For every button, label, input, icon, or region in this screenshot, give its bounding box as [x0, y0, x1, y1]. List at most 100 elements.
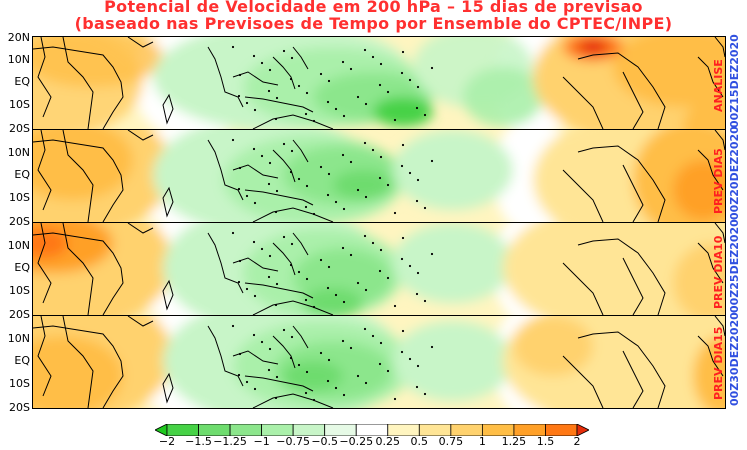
island: [379, 248, 383, 252]
island: [290, 149, 294, 153]
island: [319, 258, 323, 262]
island: [334, 386, 338, 390]
lat-label-10n: 10N: [7, 239, 30, 252]
island: [364, 102, 368, 106]
colorbar-tick-label: 1: [478, 435, 486, 448]
island: [400, 257, 404, 261]
contour-blob: [373, 97, 433, 127]
island: [231, 138, 235, 142]
island: [415, 106, 419, 110]
contour-blob: [303, 288, 363, 315]
panel-label-dia10: PREV DIA10: [712, 235, 725, 309]
contour-blob: [393, 223, 513, 303]
island: [289, 263, 293, 267]
island: [371, 241, 375, 245]
island: [408, 78, 412, 82]
island: [379, 341, 383, 345]
contour-blob: [673, 243, 725, 315]
island: [282, 328, 286, 332]
coastline: [62, 37, 94, 129]
island: [327, 358, 331, 362]
island: [252, 54, 256, 58]
island: [401, 236, 405, 240]
coastline: [127, 37, 154, 48]
colorbar: [155, 424, 589, 436]
panel-label-dia15: PREV DIA15: [712, 326, 725, 400]
island: [319, 72, 323, 76]
coastline: [272, 335, 296, 369]
coastline: [33, 139, 124, 222]
coastline: [292, 232, 309, 256]
lat-label-10s: 10S: [9, 191, 30, 204]
island: [268, 68, 272, 72]
coastlines: [33, 37, 725, 129]
island: [371, 334, 375, 338]
lat-label-20n: 20N: [7, 31, 30, 44]
island: [304, 391, 308, 395]
coastline: [62, 223, 94, 315]
island: [253, 294, 257, 298]
island: [304, 205, 308, 209]
map-panel-dia10: [32, 222, 726, 316]
velocity-potential-field: [33, 223, 725, 315]
island: [275, 96, 279, 100]
coastline: [622, 71, 644, 129]
island: [393, 397, 397, 401]
island: [408, 264, 412, 268]
island: [297, 363, 301, 367]
colorbar-tick-label: 2: [573, 435, 581, 448]
island: [393, 304, 397, 308]
coastline: [244, 282, 314, 299]
island: [319, 351, 323, 355]
island: [305, 277, 309, 281]
shaded-contours: [33, 316, 725, 408]
island: [378, 83, 382, 87]
coastline: [162, 372, 174, 404]
island: [386, 183, 390, 187]
coastline: [162, 186, 174, 218]
colorbar-tick-label: −0.75: [276, 435, 310, 448]
contour-blob: [283, 361, 343, 391]
contour-blob: [693, 336, 725, 408]
island: [378, 362, 382, 366]
coastlines: [33, 316, 725, 408]
island: [334, 200, 338, 204]
island: [378, 269, 382, 273]
coastline: [207, 232, 244, 294]
island: [423, 206, 427, 210]
coastline: [697, 56, 724, 98]
island: [267, 89, 271, 93]
velocity-potential-field: [33, 130, 725, 222]
lat-label-eq: EQ: [14, 261, 30, 274]
island: [349, 67, 353, 71]
coastline: [697, 335, 724, 377]
coastline: [272, 56, 296, 90]
island: [327, 172, 331, 176]
island: [252, 240, 256, 244]
island: [415, 199, 419, 203]
coastline: [37, 37, 52, 118]
coastlines: [33, 130, 725, 222]
contour-blob: [33, 336, 123, 408]
coastline: [714, 130, 725, 151]
velocity-potential-field: [33, 37, 725, 129]
island: [274, 396, 278, 400]
island: [400, 164, 404, 168]
island: [415, 292, 419, 296]
island: [341, 339, 345, 343]
island: [386, 90, 390, 94]
lat-label-eq: EQ: [14, 168, 30, 181]
lat-label-20s: 20S: [9, 122, 30, 135]
island: [386, 369, 390, 373]
island: [327, 265, 331, 269]
colorbar-tick-label: 0.5: [410, 435, 429, 448]
coastline: [577, 238, 666, 315]
island: [297, 177, 301, 181]
island: [349, 253, 353, 257]
contour-blob: [393, 130, 513, 210]
map-panel-dia5: [32, 129, 726, 223]
coastline: [577, 331, 666, 408]
coastline: [292, 139, 309, 163]
island: [341, 60, 345, 64]
contour-blob: [33, 130, 133, 200]
